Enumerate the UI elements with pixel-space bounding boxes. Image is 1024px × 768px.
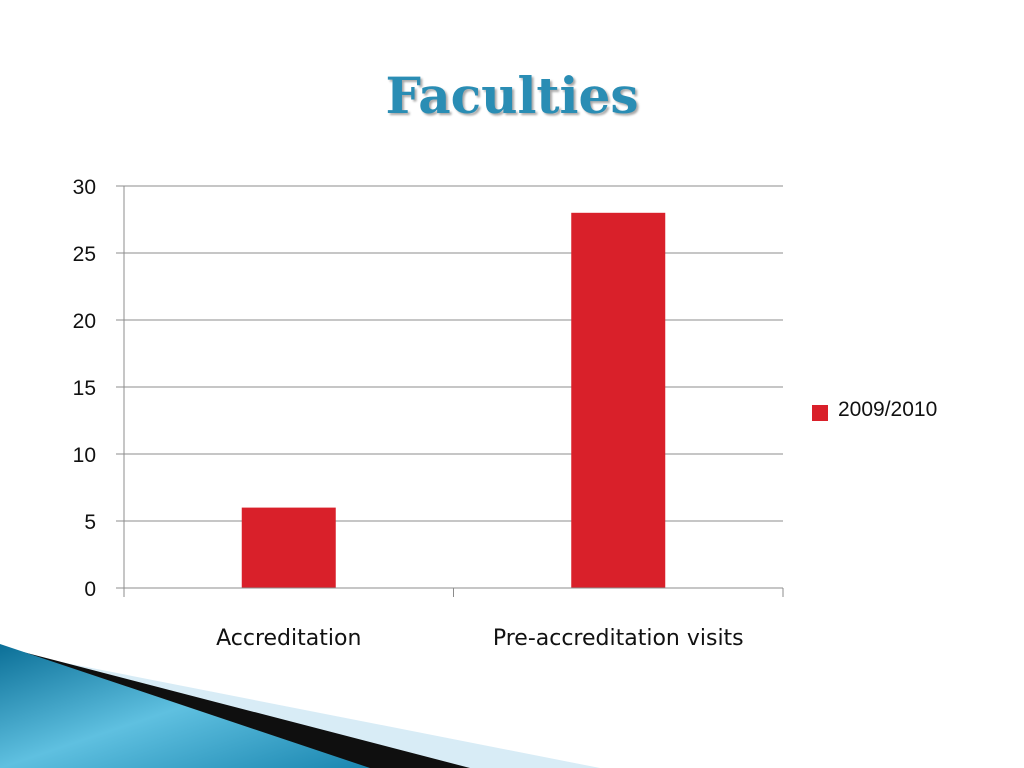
y-tick-label: 15 bbox=[73, 377, 96, 400]
bars bbox=[241, 212, 666, 589]
bar-chart: 0 5 10 15 20 25 30 Accreditation Pre-accreditat… bbox=[73, 176, 784, 651]
y-tick-label: 20 bbox=[73, 310, 96, 333]
x-axis bbox=[123, 186, 784, 597]
y-tick-label: 0 bbox=[84, 578, 96, 601]
y-tick-label: 5 bbox=[84, 511, 96, 534]
legend-swatch bbox=[812, 405, 828, 421]
x-tick-label: Accreditation bbox=[216, 626, 361, 651]
bar bbox=[571, 212, 666, 589]
y-axis-ticks: 0 5 10 15 20 25 30 bbox=[73, 176, 96, 601]
chart-legend: 2009/2010 bbox=[812, 398, 937, 422]
x-axis-labels: Accreditation Pre-accreditation visits bbox=[216, 626, 744, 651]
bar bbox=[241, 507, 336, 588]
gridlines bbox=[116, 185, 783, 589]
y-tick-label: 10 bbox=[73, 444, 96, 467]
legend-label: 2009/2010 bbox=[838, 398, 938, 421]
y-tick-label: 30 bbox=[73, 176, 96, 199]
y-tick-label: 25 bbox=[73, 243, 96, 266]
slide-corner-decoration bbox=[0, 644, 600, 768]
x-tick-label: Pre-accreditation visits bbox=[493, 626, 744, 651]
slide-title: Faculties bbox=[385, 66, 639, 125]
